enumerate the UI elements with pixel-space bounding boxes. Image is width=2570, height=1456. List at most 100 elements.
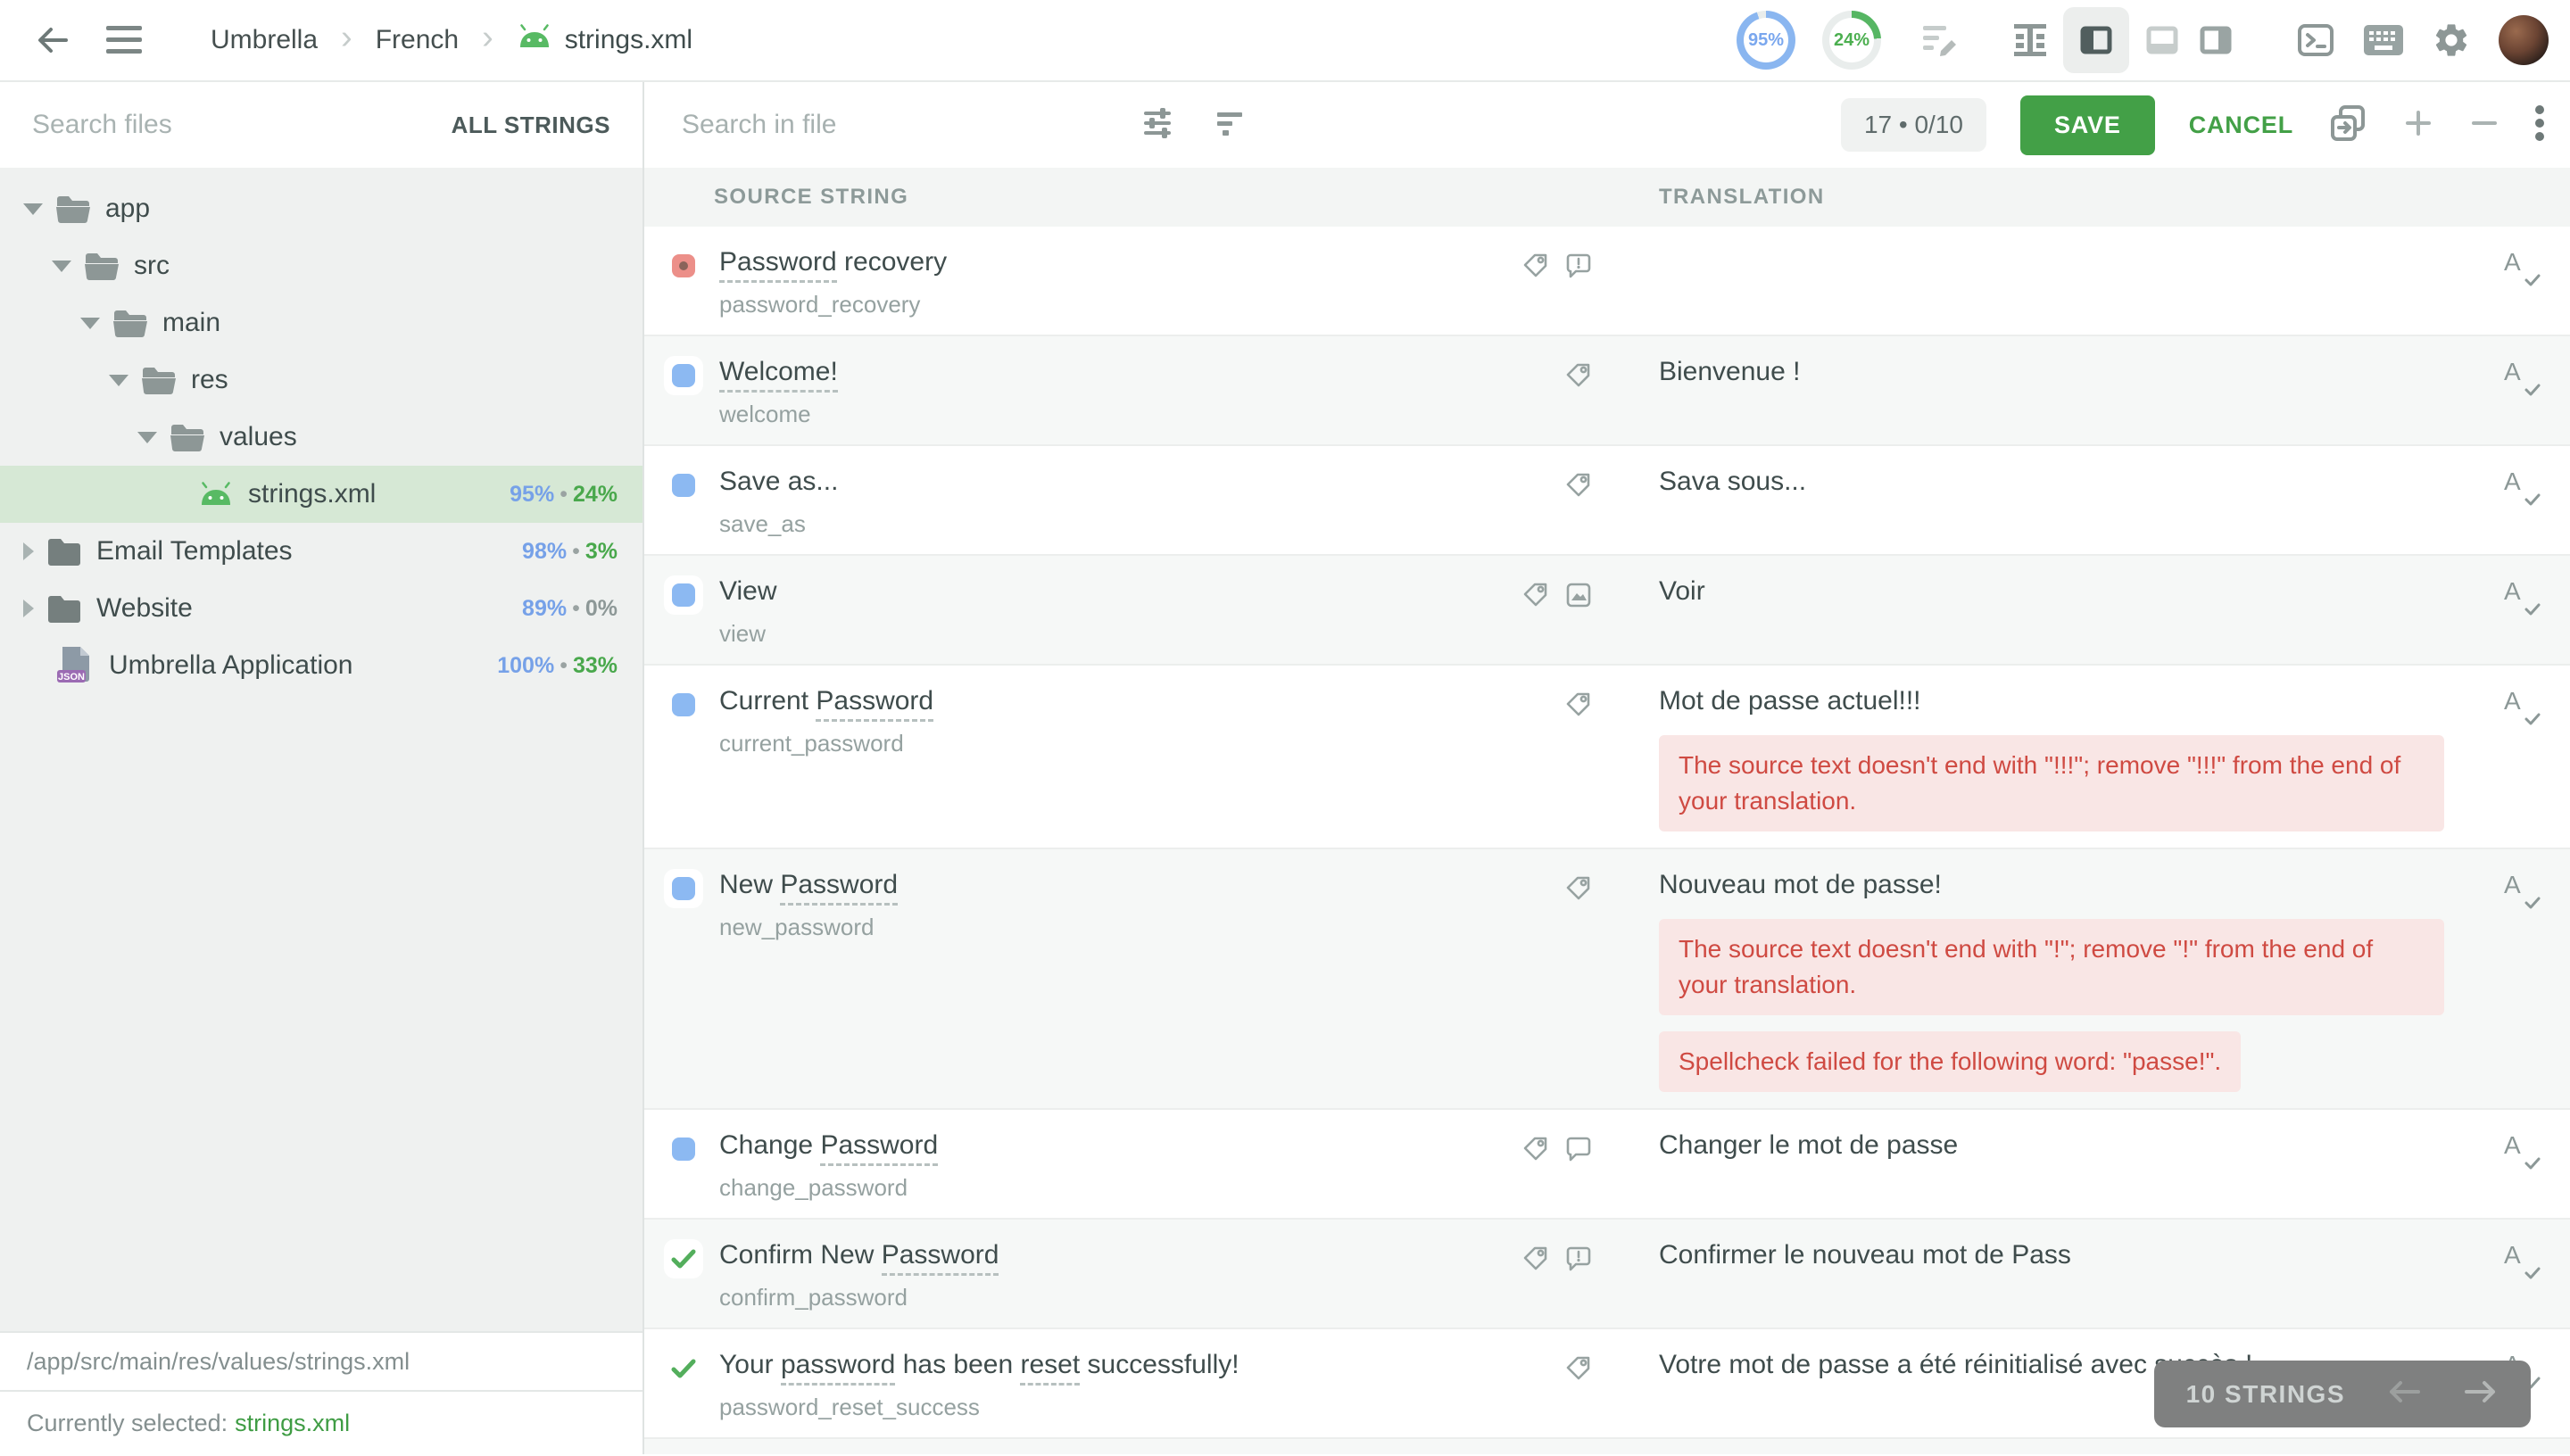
filter-icon[interactable] <box>1215 109 1244 142</box>
json-icon: JSON <box>55 645 95 686</box>
file-progress-stats: 98% • 3% <box>522 538 618 564</box>
editor-content: Search in file 17 • 0/10 SAVE CANCEL <box>644 82 2570 1454</box>
table-row[interactable]: View view Voir A <box>644 556 2570 666</box>
back-button[interactable] <box>32 20 73 61</box>
breadcrumb-file[interactable]: strings.xml <box>517 24 692 56</box>
breadcrumb-language[interactable]: French <box>375 25 460 54</box>
collapse-arrow-icon[interactable] <box>80 317 100 329</box>
translation-text[interactable]: Voir <box>1659 576 1705 606</box>
prev-page-arrow-icon[interactable] <box>2386 1378 2422 1410</box>
decrease-font-icon[interactable] <box>2468 107 2500 144</box>
tree-item-email-templates[interactable]: Email Templates 98% • 3% <box>0 523 642 580</box>
status-approved-icon <box>664 1239 703 1278</box>
comment-icon[interactable] <box>1564 1135 1593 1168</box>
all-strings-button[interactable]: ALL STRINGS <box>451 111 610 138</box>
image-icon[interactable] <box>1564 581 1593 614</box>
expand-arrow-icon[interactable] <box>23 600 34 617</box>
spellcheck-language-icon[interactable]: A <box>2504 467 2543 507</box>
tag-icon[interactable] <box>1521 1245 1550 1278</box>
settings-gear-icon[interactable] <box>2431 20 2472 61</box>
collapse-arrow-icon[interactable] <box>109 374 128 386</box>
spellcheck-language-icon[interactable]: A <box>2504 1241 2543 1280</box>
next-page-arrow-icon[interactable] <box>2463 1378 2499 1410</box>
tree-item-values[interactable]: values <box>0 409 642 466</box>
table-row[interactable]: Welcome! welcome Bienvenue ! A <box>644 336 2570 446</box>
search-files-input[interactable]: Search files <box>32 110 172 139</box>
tag-icon[interactable] <box>1564 691 1593 724</box>
spellcheck-language-icon[interactable]: A <box>2504 358 2543 397</box>
user-avatar[interactable] <box>2499 15 2549 65</box>
tag-icon[interactable] <box>1521 252 1550 285</box>
translation-text[interactable]: Bienvenue ! <box>1659 357 1801 386</box>
increase-font-icon[interactable] <box>2402 107 2434 144</box>
spellcheck-language-icon[interactable]: A <box>2504 871 2543 910</box>
console-icon[interactable] <box>2295 20 2336 61</box>
tag-icon[interactable] <box>1564 1354 1593 1387</box>
tag-icon[interactable] <box>1521 1135 1550 1168</box>
collapse-arrow-icon[interactable] <box>23 203 43 215</box>
expand-arrow-icon[interactable] <box>23 542 34 560</box>
notes-edit-icon[interactable] <box>1920 20 1961 61</box>
translation-text[interactable] <box>1659 244 2486 280</box>
status-translated-icon <box>664 869 703 908</box>
approved-progress-ring[interactable]: 24% <box>1822 11 1881 70</box>
tree-item-website[interactable]: Website 89% • 0% <box>0 580 642 637</box>
glossary-term: Password <box>820 1130 939 1166</box>
string-list: Password recovery password_recovery A Welco… <box>644 227 2570 1454</box>
android-icon <box>198 482 234 507</box>
table-row[interactable]: Password recovery password_recovery A <box>644 227 2570 336</box>
cancel-button[interactable]: CANCEL <box>2188 111 2293 138</box>
tag-icon[interactable] <box>1564 361 1593 394</box>
tag-icon[interactable] <box>1564 874 1593 907</box>
status-translated-icon <box>664 1129 703 1169</box>
collapse-arrow-icon[interactable] <box>52 260 71 272</box>
table-row[interactable]: Confirm New Password confirm_password Conf… <box>644 1220 2570 1329</box>
tree-item-label: main <box>162 308 221 337</box>
search-in-file-input[interactable]: Search in file <box>682 110 837 139</box>
tree-item-res[interactable]: res <box>0 352 642 409</box>
comment-alert-icon[interactable] <box>1564 252 1593 285</box>
spellcheck-language-icon[interactable]: A <box>2504 1131 2543 1171</box>
spellcheck-language-icon[interactable]: A <box>2504 577 2543 616</box>
translation-text[interactable]: Mot de passe actuel!!! <box>1659 686 1921 716</box>
tree-item-src[interactable]: src <box>0 237 642 294</box>
save-button[interactable]: SAVE <box>2019 95 2155 155</box>
spellcheck-language-icon[interactable]: A <box>2504 687 2543 726</box>
menu-icon[interactable] <box>104 20 145 61</box>
layout-bottom-panel-icon[interactable] <box>2142 20 2183 61</box>
translated-progress-ring[interactable]: 95% <box>1737 11 1795 70</box>
breadcrumb-project[interactable]: Umbrella <box>211 25 319 54</box>
layout-right-panel-icon[interactable] <box>2195 20 2236 61</box>
tree-item-strings-xml[interactable]: strings.xml 95% • 24% <box>0 466 642 523</box>
comment-alert-icon[interactable] <box>1564 1245 1593 1278</box>
copy-source-icon[interactable] <box>2327 103 2368 148</box>
table-header: SOURCE STRING TRANSLATION <box>644 168 2570 227</box>
tag-icon[interactable] <box>1521 581 1550 614</box>
spellcheck-language-icon[interactable]: A <box>2504 248 2543 287</box>
translation-text[interactable]: Sava sous... <box>1659 467 1807 496</box>
translation-text[interactable]: Changer le mot de passe <box>1659 1130 1959 1160</box>
translation-text[interactable]: Confirmer le nouveau mot de Pass <box>1659 1240 2071 1270</box>
string-key: current_password <box>719 730 904 757</box>
translation-text[interactable]: Votre mot de passe a été réinitialisé av… <box>1659 1350 2253 1379</box>
layout-table-icon[interactable] <box>2010 20 2051 61</box>
collapse-arrow-icon[interactable] <box>137 431 157 443</box>
source-string-text: Current Password <box>719 683 934 722</box>
more-options-kebab-icon[interactable] <box>2534 103 2545 147</box>
tree-item-umbrella-application[interactable]: JSON Umbrella Application 100% • 33% <box>0 637 642 694</box>
table-row[interactable]: Save as... save_as Sava sous... A <box>644 446 2570 556</box>
status-translated-icon <box>664 685 703 724</box>
tree-item-app[interactable]: app <box>0 180 642 237</box>
currently-selected-file-link[interactable]: strings.xml <box>235 1409 351 1436</box>
tag-icon[interactable] <box>1564 471 1593 504</box>
table-row[interactable]: Change Password change_password Changer le… <box>644 1110 2570 1220</box>
table-row[interactable]: New Password new_password Nouveau mot de p… <box>644 849 2570 1110</box>
tree-item-label: values <box>220 422 297 451</box>
table-row[interactable]: Quick Startquick_startDe Démarrage Rapid… <box>644 1439 2570 1454</box>
translation-text[interactable]: Nouveau mot de passe! <box>1659 870 1942 899</box>
tree-item-main[interactable]: main <box>0 294 642 352</box>
tune-filters-icon[interactable] <box>1142 107 1174 143</box>
table-row[interactable]: Current Password current_password Mot de p… <box>644 666 2570 849</box>
layout-side-by-side-active[interactable] <box>2063 7 2129 73</box>
keyboard-icon[interactable] <box>2363 20 2404 61</box>
